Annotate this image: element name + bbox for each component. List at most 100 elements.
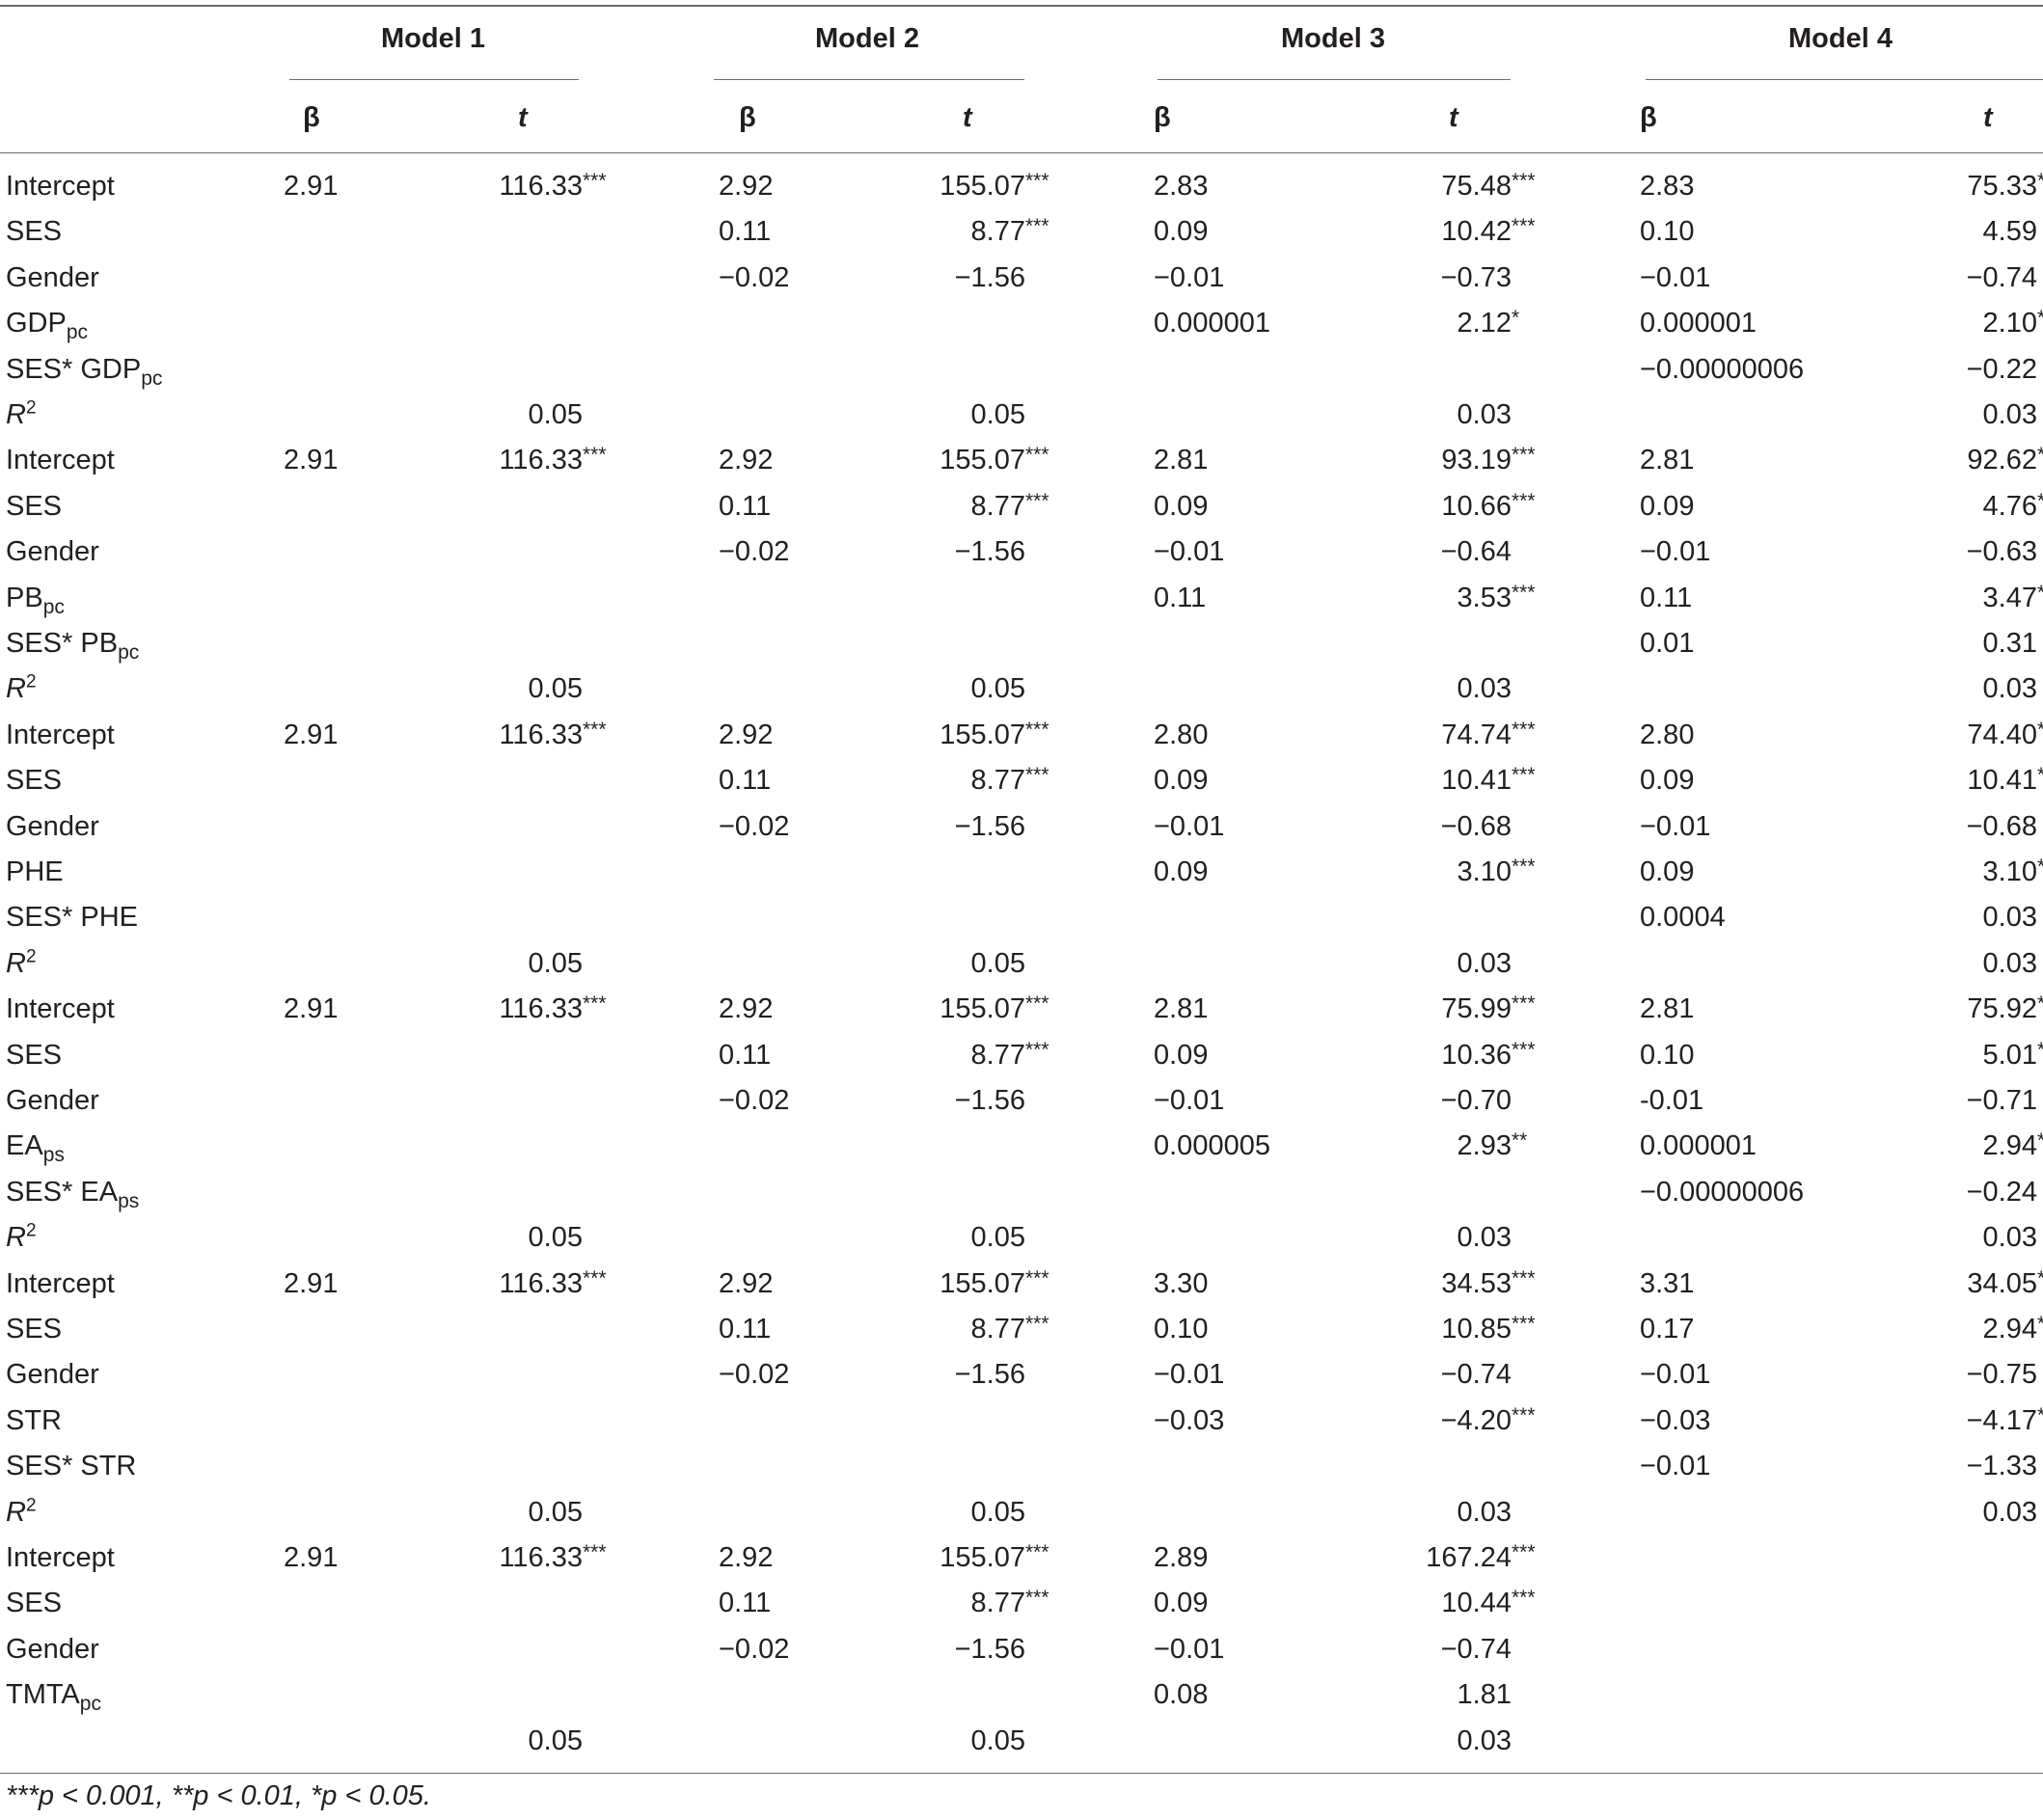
row-label-text: R <box>6 399 26 430</box>
model3-t-cell: 1.81 <box>1261 1672 1550 1718</box>
significance-stars: *** <box>1025 764 1049 787</box>
model3-t-cell: 34.53 *** <box>1261 1262 1550 1307</box>
model4-t-cell: 0.03 <box>1786 941 2043 987</box>
row-label: R2 <box>6 1215 37 1261</box>
t-value: −0.68 <box>1440 810 1512 842</box>
t-value-wrap: −1.56 <box>955 530 1025 575</box>
model2-beta-cell: 2.92 <box>719 1267 774 1299</box>
t-value-wrap: 4.59 <box>1983 209 2037 255</box>
t-value-wrap: 0.05 <box>971 1490 1025 1535</box>
model4-t-cell: 34.05*** <box>1786 1262 2043 1307</box>
model4-t-cell: 10.41*** <box>1786 758 2043 803</box>
model3-t-cell: 10.42 *** <box>1261 209 1550 255</box>
row-label-text: TMTA <box>6 1679 80 1711</box>
model2-t-cell: 8.77 *** <box>775 1581 1064 1626</box>
row-label: Gender <box>6 1352 99 1398</box>
t-value-wrap: 155.07 <box>940 438 1025 483</box>
model2-beta-cell: 0.11 <box>719 1588 772 1619</box>
model3-beta-cell: −0.01 <box>1154 810 1225 842</box>
row-label-subscript: ps <box>42 1144 65 1167</box>
significance-stars: *** <box>1512 170 1536 192</box>
model2-beta-cell: 0.11 <box>719 1039 772 1071</box>
t-value-wrap: 0.05 <box>971 1719 1025 1764</box>
row-label: R2 <box>6 941 37 987</box>
model1-header: Model 1 <box>381 23 485 54</box>
model2-beta-cell: 2.92 <box>719 719 774 750</box>
model3-beta-cell: −0.01 <box>1154 1359 1225 1391</box>
model3-t-cell: 10.44 *** <box>1261 1581 1550 1626</box>
t-value: 116.33 <box>499 719 583 750</box>
model2-t-cell: −1.56 <box>775 1627 1064 1672</box>
row-label: PHE <box>6 850 64 895</box>
row-label-superscript: 2 <box>25 1494 37 1515</box>
table-row: 0.05 0.05 0.03 <box>0 1719 2043 1764</box>
model3-t-cell: 0.03 <box>1261 1719 1550 1764</box>
model2-beta-cell: 2.92 <box>719 1542 774 1573</box>
significance-stars: *** <box>583 444 607 467</box>
row-label: Gender <box>6 1078 99 1124</box>
table-row: SES* STR −0.01 −1.33 <box>0 1444 2043 1489</box>
row-label-text: Intercept <box>6 1542 115 1573</box>
model2-t-cell: 8.77 *** <box>775 758 1064 803</box>
model4-beta-cell: 0.09 <box>1640 490 1695 522</box>
row-label: SES <box>6 1033 62 1078</box>
t-value-wrap: 0.05 <box>971 1215 1025 1261</box>
table-row: SES* EAps −0.00000006 −0.24 <box>0 1170 2043 1215</box>
table-row: Gender −0.02 −1.56 −0.01 −0.68 −0.01 −0.68 <box>0 804 2043 850</box>
model1-beta-cell: 2.91 <box>284 1267 339 1299</box>
t-value-wrap: −0.71 <box>1967 1078 2037 1124</box>
t-value: 116.33 <box>499 1267 583 1299</box>
t-value-wrap: 0.03 <box>1457 1719 1512 1764</box>
t-value-wrap: −1.33 <box>1967 1444 2037 1489</box>
model3-t-cell: 2.93 ** <box>1261 1124 1550 1169</box>
t-value: 10.36 <box>1441 1039 1512 1071</box>
t-value-wrap: 116.33 <box>499 1262 583 1307</box>
t-value-wrap: 116.33 <box>499 164 583 209</box>
t-value-wrap: −0.74 <box>1441 1352 1512 1398</box>
significance-stars: *** <box>1025 1266 1049 1290</box>
t-value-wrap: 10.41 <box>1967 758 2037 803</box>
t-value: 0.31 <box>1982 628 2037 659</box>
table-row: Gender −0.02 −1.56 −0.01 −0.70 -0.01 −0.71 <box>0 1078 2043 1124</box>
row-label-text: EA <box>6 1130 43 1162</box>
model4-t-cell: 75.33*** <box>1786 164 2043 209</box>
significance-stars: * <box>2037 295 2043 340</box>
t-value-wrap: 0.03 <box>1983 666 2037 712</box>
t-value-wrap: 0.05 <box>529 1490 583 1535</box>
t-value: 2.94 <box>1982 1130 2037 1162</box>
model4-underline <box>1646 79 2043 80</box>
model1-t-cell: 116.33 *** <box>332 987 621 1032</box>
t-value-wrap: 155.07 <box>940 164 1025 209</box>
row-label-text: R <box>6 947 26 979</box>
table-row: Gender −0.02 −1.56 −0.01 −0.64 −0.01 −0.63 <box>0 530 2043 575</box>
table-row: R2 0.05 0.05 0.03 0.03 <box>0 1215 2043 1261</box>
row-label-text: Intercept <box>6 993 115 1025</box>
t-value-wrap: 0.03 <box>1983 393 2037 438</box>
model4-beta-cell: -0.01 <box>1640 1085 1704 1116</box>
model4-t-cell: −1.33 <box>1786 1444 2043 1489</box>
model4-t-cell: −0.22 <box>1786 347 2043 393</box>
bottom-rule <box>0 1773 2043 1774</box>
model3-t-cell: 167.24 *** <box>1261 1535 1550 1581</box>
model1-t-cell: 0.05 <box>332 666 621 712</box>
t-value-wrap: −0.74 <box>1441 1627 1512 1672</box>
model3-beta-cell: 0.09 <box>1154 216 1209 248</box>
significance-stars: *** <box>2037 478 2043 524</box>
t-value: −0.22 <box>1966 353 2037 385</box>
model2-t-cell: 155.07 *** <box>775 987 1064 1032</box>
t-value-wrap: 74.40 <box>1967 713 2037 758</box>
model4-beta-cell: −0.01 <box>1640 1359 1711 1391</box>
model3-t-cell: −0.74 <box>1261 1627 1550 1672</box>
table-row: Intercept 2.91 116.33 *** 2.92 155.07 *** 2.81 9… <box>0 438 2043 483</box>
model4-t-cell: 0.31 <box>1786 621 2043 666</box>
t-value: −0.75 <box>1966 1359 2037 1391</box>
significance-stars: *** <box>1025 1038 1049 1061</box>
row-label-subscript: pc <box>79 1692 101 1715</box>
t-value: 0.05 <box>970 1496 1025 1528</box>
model2-t-cell: 155.07 *** <box>775 1262 1064 1307</box>
t-value-wrap: −0.68 <box>1441 804 1512 850</box>
model2-t-header: t <box>963 102 972 133</box>
t-value: 75.48 <box>1441 171 1512 202</box>
